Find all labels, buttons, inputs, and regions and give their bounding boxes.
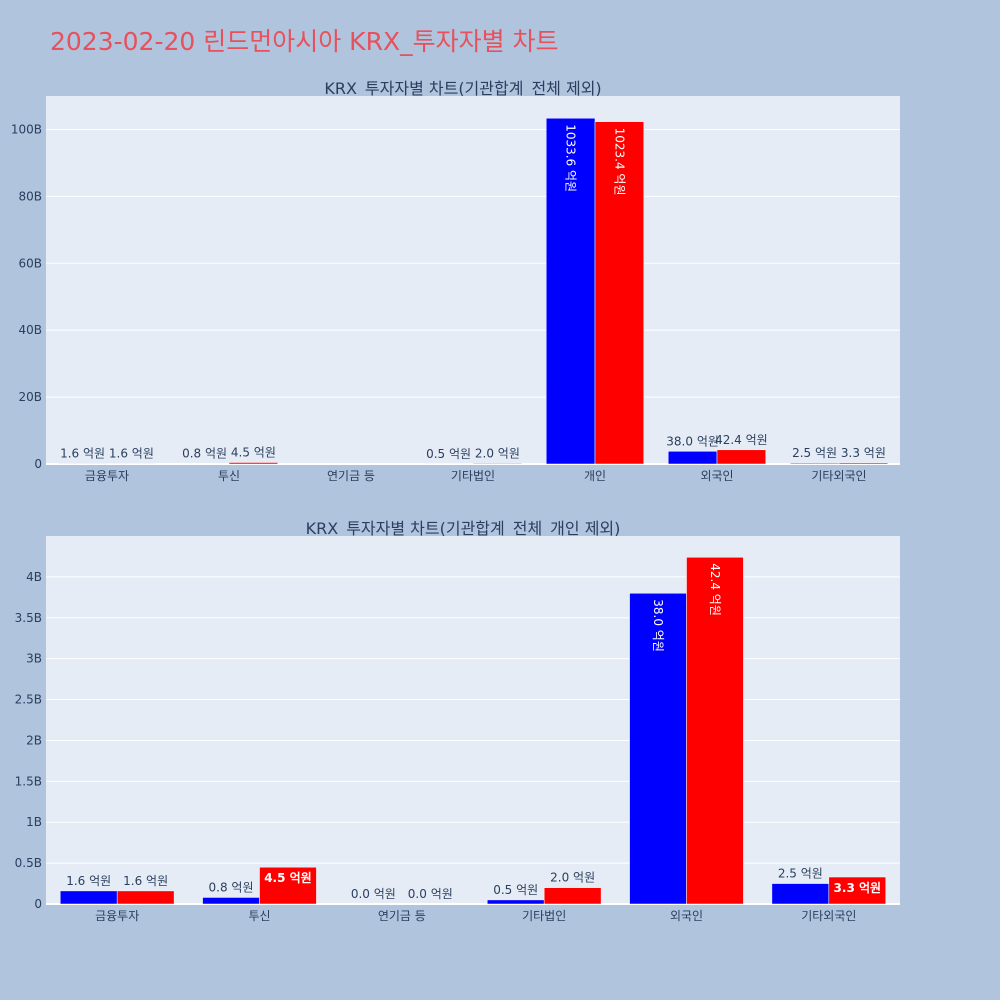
chart-title: KRX_투자자별 차트(기관합계_전체_개인 제외) xyxy=(306,519,621,539)
x-tick-label: 금융투자 xyxy=(95,909,139,923)
x-tick-label: 투신 xyxy=(248,909,270,923)
y-tick-label: 0.5B xyxy=(15,856,42,870)
y-tick-label: 80B xyxy=(18,189,42,203)
y-tick-label: 2.5B xyxy=(15,693,42,707)
bar xyxy=(789,462,840,465)
bar xyxy=(57,463,108,465)
data-label: 42.4 억원 xyxy=(715,433,768,447)
data-label: 2.0 억원 xyxy=(550,871,595,885)
investor-chart-excl-individual: KRX_투자자별 차트(기관합계_전체_개인 제외) 0 0.5B 1B 1.5B 2B 2… xyxy=(15,519,900,923)
data-label: 1033.6 억원 xyxy=(564,124,578,192)
bar xyxy=(202,897,260,905)
x-tick-label: 기타법인 xyxy=(522,909,566,923)
y-tick-label: 0 xyxy=(34,897,42,911)
x-tick-label: 기타외국인 xyxy=(801,909,856,923)
x-tick-label: 금융투자 xyxy=(85,469,129,483)
bar xyxy=(771,883,830,905)
x-tick-label: 연기금 등 xyxy=(327,469,375,483)
data-label: 1.6 억원 xyxy=(66,874,111,888)
y-tick-label: 2B xyxy=(26,733,42,747)
x-tick-label: 개인 xyxy=(584,469,606,483)
bar xyxy=(594,121,645,465)
bar xyxy=(228,462,279,465)
y-tick-label: 40B xyxy=(18,323,42,337)
x-tick-label: 외국인 xyxy=(700,469,733,483)
x-tick-label: 기타법인 xyxy=(451,469,495,483)
y-tick-label: 1.5B xyxy=(15,774,42,788)
bar xyxy=(828,876,887,905)
data-label: 0.0 억원 xyxy=(351,887,396,901)
bar xyxy=(472,463,523,465)
plot-area xyxy=(46,536,900,904)
bar xyxy=(667,451,718,465)
bar xyxy=(116,890,175,905)
y-tick-label: 3B xyxy=(26,652,42,666)
investor-chart-all: KRX_투자자별 차트(기관합계_전체 제외) 0 20B 40B 60B 80B 100B… xyxy=(11,79,900,483)
y-tick-label: 4B xyxy=(26,570,42,584)
chart-title: KRX_투자자별 차트(기관합계_전체 제외) xyxy=(324,79,601,99)
y-tick-label: 100B xyxy=(11,122,42,136)
bar xyxy=(629,592,687,905)
bar xyxy=(259,866,317,905)
bar xyxy=(543,887,602,905)
data-label: 4.5 억원 xyxy=(264,871,312,885)
bar xyxy=(838,462,889,465)
bar xyxy=(106,463,157,465)
data-label: 1023.4 억원 xyxy=(612,128,626,196)
data-label: 0.8 억원 xyxy=(209,880,254,894)
data-label: 3.3 억원 xyxy=(841,446,886,460)
y-tick-label: 60B xyxy=(18,256,42,270)
x-tick-label: 투신 xyxy=(218,469,240,483)
data-label: 42.4 억원 xyxy=(708,563,722,616)
bar xyxy=(686,557,744,905)
x-tick-label: 연기금 등 xyxy=(378,909,426,923)
data-label: 0.5 억원 xyxy=(493,883,538,897)
bar xyxy=(716,449,767,465)
data-label: 2.5 억원 xyxy=(778,867,823,881)
data-label: 1.6 억원 xyxy=(123,874,168,888)
x-tick-label: 기타외국인 xyxy=(811,469,866,483)
bar xyxy=(59,890,118,905)
data-label: 1.6 억원 xyxy=(60,446,105,460)
data-label: 0.0 억원 xyxy=(408,887,453,901)
data-label: 0.5 억원 xyxy=(426,447,471,461)
data-label: 0.8 억원 xyxy=(182,447,227,461)
data-label: 1.6 억원 xyxy=(109,446,154,460)
data-label: 38.0 억원 xyxy=(651,599,665,652)
y-tick-label: 20B xyxy=(18,390,42,404)
data-label: 3.3 억원 xyxy=(834,881,882,895)
y-tick-label: 1B xyxy=(26,815,42,829)
plot-area xyxy=(46,96,900,464)
data-label: 38.0 억원 xyxy=(666,434,719,448)
y-tick-label: 3.5B xyxy=(15,611,42,625)
data-label: 4.5 억원 xyxy=(231,445,276,459)
x-tick-label: 외국인 xyxy=(670,909,703,923)
data-label: 2.0 억원 xyxy=(475,446,520,460)
y-tick-label: 0 xyxy=(34,457,42,471)
bar xyxy=(486,899,545,905)
page-title: 2023-02-20 린드먼아시아 KRX_투자자별 차트 xyxy=(50,27,559,56)
data-label: 2.5 억원 xyxy=(792,446,837,460)
